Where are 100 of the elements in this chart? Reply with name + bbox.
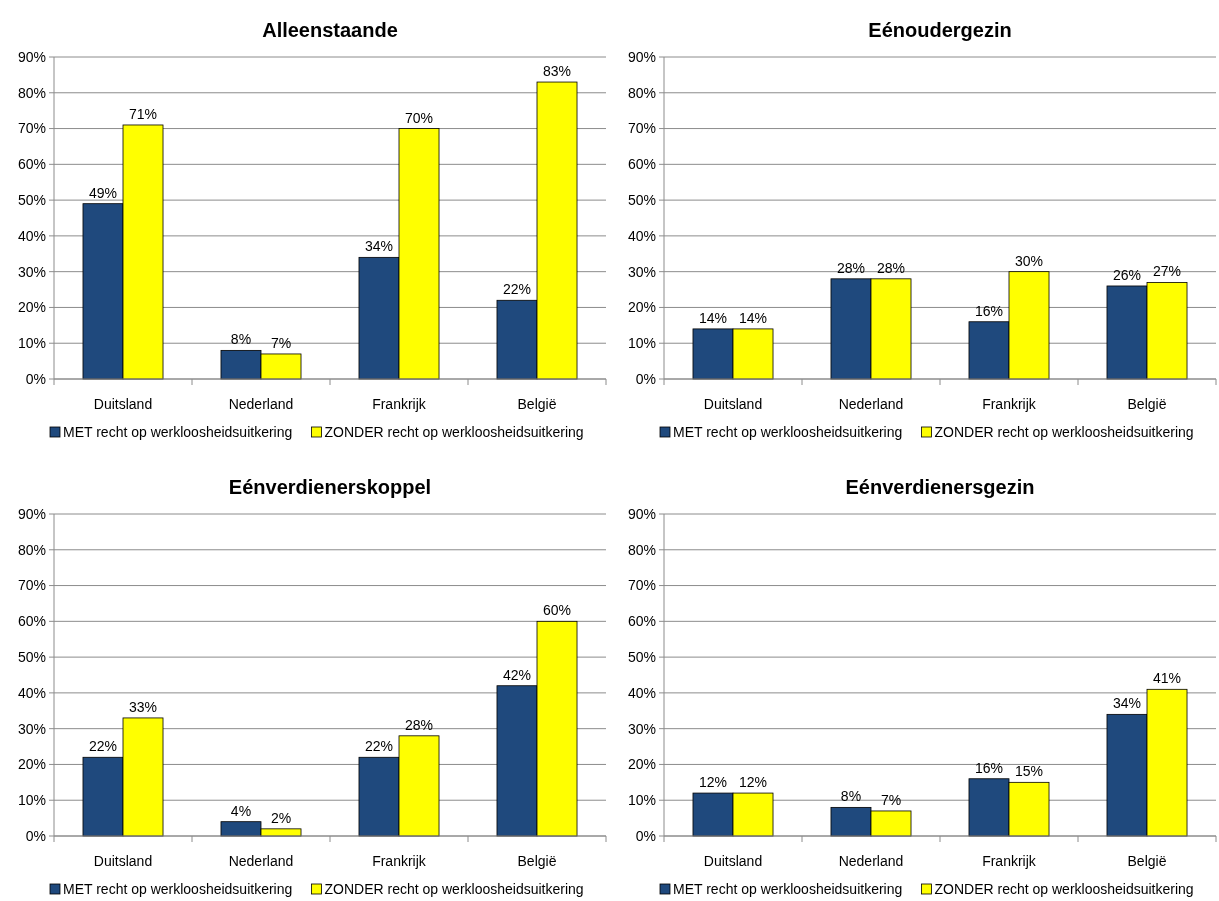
y-tick-label: 10%: [17, 335, 46, 352]
legend-label: ZONDER recht op werkloosheidsuitkering: [934, 880, 1194, 897]
y-tick-label: 70%: [627, 577, 656, 594]
y-tick-label: 0%: [635, 827, 656, 844]
y-tick-label: 50%: [627, 649, 656, 666]
y-tick-label: 80%: [627, 541, 656, 558]
x-tick-label: Nederland: [838, 852, 904, 869]
data-label: 12%: [698, 774, 728, 791]
data-label: 14%: [738, 309, 768, 326]
y-tick-label: 70%: [17, 577, 46, 594]
chart-title: Eénverdienersgezin: [845, 476, 1035, 498]
data-label: 8%: [230, 331, 252, 348]
y-tick-label: 30%: [627, 720, 656, 737]
y-tick-label: 40%: [17, 227, 46, 244]
legend-label: MET recht op werkloosheidsuitkering: [673, 423, 903, 440]
y-tick-label: 0%: [25, 827, 46, 844]
data-label: 22%: [88, 738, 118, 755]
legend-label: ZONDER recht op werkloosheidsuitkering: [934, 423, 1194, 440]
data-label: 7%: [880, 791, 902, 808]
y-tick-label: 90%: [627, 48, 656, 65]
x-tick-label: Duitsland: [703, 852, 763, 869]
y-tick-label: 70%: [627, 120, 656, 137]
legend-label: ZONDER recht op werkloosheidsuitkering: [324, 423, 584, 440]
chart-title: Eénoudergezin: [868, 19, 1012, 41]
data-label: 14%: [698, 309, 728, 326]
legend-label: MET recht op werkloosheidsuitkering: [673, 880, 903, 897]
data-label: 34%: [364, 238, 394, 255]
x-tick-label: België: [517, 852, 557, 869]
data-label: 41%: [1152, 670, 1182, 687]
y-tick-label: 40%: [17, 684, 46, 701]
data-label: 33%: [128, 698, 158, 715]
legend-label: ZONDER recht op werkloosheidsuitkering: [324, 880, 584, 897]
y-tick-label: 60%: [627, 613, 656, 630]
data-label: 15%: [1014, 763, 1044, 780]
data-label: 83%: [542, 63, 572, 80]
x-tick-label: Frankrijk: [372, 395, 427, 412]
y-tick-label: 0%: [25, 370, 46, 387]
x-tick-label: Frankrijk: [982, 395, 1037, 412]
x-tick-label: Nederland: [228, 395, 294, 412]
y-tick-label: 20%: [17, 756, 46, 773]
y-tick-label: 60%: [17, 613, 46, 630]
y-tick-label: 50%: [627, 192, 656, 209]
data-label: 34%: [1112, 695, 1142, 712]
y-tick-label: 20%: [627, 299, 656, 316]
y-tick-label: 30%: [17, 263, 46, 280]
y-tick-label: 0%: [635, 370, 656, 387]
data-label: 16%: [974, 302, 1004, 319]
data-label: 27%: [1152, 263, 1182, 280]
y-tick-label: 50%: [17, 649, 46, 666]
y-tick-label: 90%: [17, 505, 46, 522]
y-tick-label: 40%: [627, 227, 656, 244]
x-tick-label: België: [517, 395, 557, 412]
data-label: 28%: [404, 716, 434, 733]
y-tick-label: 70%: [17, 120, 46, 137]
x-tick-label: Duitsland: [93, 395, 153, 412]
data-label: 60%: [542, 602, 572, 619]
y-tick-label: 90%: [17, 48, 46, 65]
y-tick-label: 80%: [17, 84, 46, 101]
data-label: 70%: [404, 109, 434, 126]
y-tick-label: 40%: [627, 684, 656, 701]
x-tick-label: België: [1127, 395, 1167, 412]
y-tick-label: 60%: [627, 156, 656, 173]
data-label: 49%: [88, 184, 118, 201]
data-label: 71%: [128, 105, 158, 122]
x-tick-label: Frankrijk: [372, 852, 427, 869]
x-tick-label: Nederland: [228, 852, 294, 869]
y-tick-label: 10%: [627, 335, 656, 352]
chart-title: Alleenstaande: [262, 19, 398, 41]
y-tick-label: 30%: [627, 263, 656, 280]
data-label: 22%: [502, 281, 532, 298]
data-label: 12%: [738, 774, 768, 791]
y-tick-label: 80%: [17, 541, 46, 558]
data-label: 42%: [502, 666, 532, 683]
legend-label: MET recht op werkloosheidsuitkering: [63, 880, 293, 897]
x-tick-label: Nederland: [838, 395, 904, 412]
y-tick-label: 60%: [17, 156, 46, 173]
data-label: 2%: [270, 809, 292, 826]
x-tick-label: Duitsland: [93, 852, 153, 869]
data-label: 16%: [974, 759, 1004, 776]
y-tick-label: 10%: [17, 792, 46, 809]
y-tick-label: 80%: [627, 84, 656, 101]
y-tick-label: 30%: [17, 720, 46, 737]
legend-label: MET recht op werkloosheidsuitkering: [63, 423, 293, 440]
chart-title: Eénverdienerskoppel: [228, 476, 432, 498]
data-label: 30%: [1014, 252, 1044, 269]
data-label: 26%: [1112, 266, 1142, 283]
y-tick-label: 20%: [627, 756, 656, 773]
data-label: 22%: [364, 738, 394, 755]
y-tick-label: 20%: [17, 299, 46, 316]
data-label: 28%: [876, 259, 906, 276]
x-tick-label: België: [1127, 852, 1167, 869]
data-label: 7%: [270, 334, 292, 351]
x-tick-label: Duitsland: [703, 395, 763, 412]
x-tick-label: Frankrijk: [982, 852, 1037, 869]
data-label: 8%: [840, 788, 862, 805]
y-tick-label: 10%: [627, 792, 656, 809]
data-label: 28%: [836, 259, 866, 276]
y-tick-label: 50%: [17, 192, 46, 209]
data-label: 4%: [230, 802, 252, 819]
y-tick-label: 90%: [627, 505, 656, 522]
